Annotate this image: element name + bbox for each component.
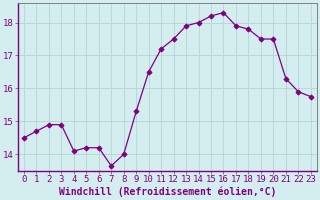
X-axis label: Windchill (Refroidissement éolien,°C): Windchill (Refroidissement éolien,°C) <box>59 187 276 197</box>
